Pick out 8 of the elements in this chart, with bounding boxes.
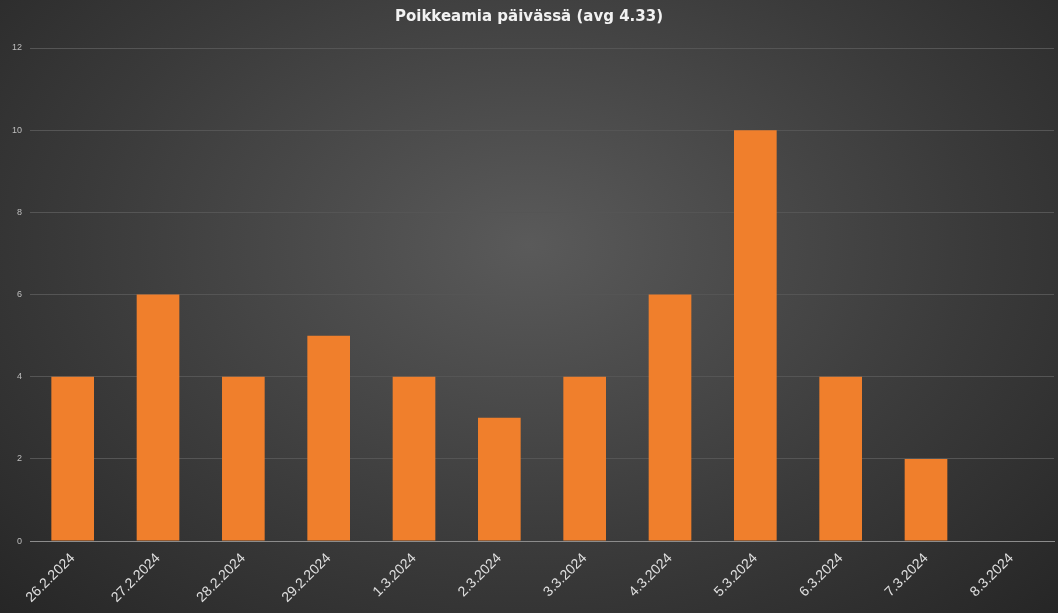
y-tick-label: 0	[17, 535, 23, 546]
y-tick-label: 2	[17, 453, 23, 464]
y-tick-label: 6	[17, 289, 23, 300]
y-tick-label: 8	[17, 206, 23, 217]
y-tick-label: 12	[12, 42, 23, 53]
chart-title: Poikkeamia päivässä (avg 4.33)	[394, 6, 664, 25]
y-tick-label: 10	[12, 124, 23, 135]
y-tick-label: 4	[17, 371, 23, 382]
